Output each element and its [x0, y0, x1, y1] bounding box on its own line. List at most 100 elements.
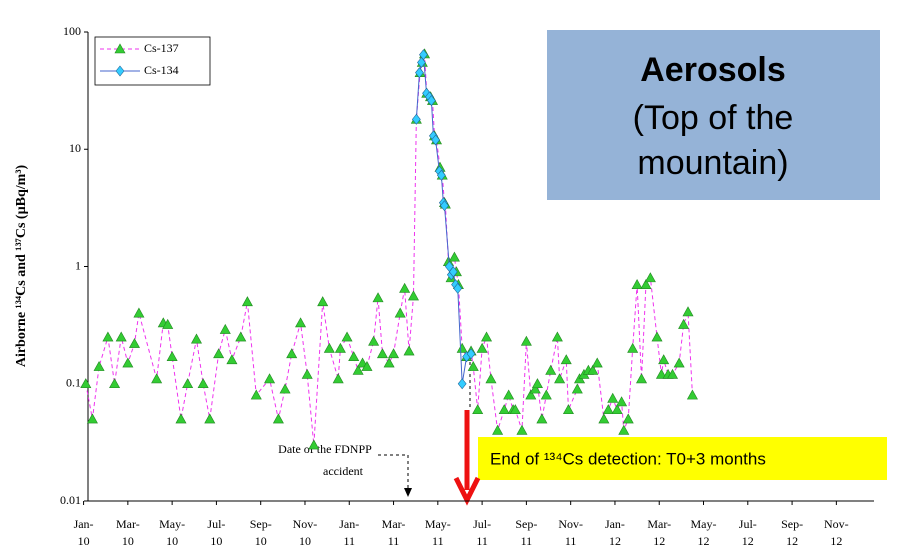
series-line	[415, 54, 472, 384]
marker	[618, 424, 630, 435]
marker	[636, 373, 648, 384]
marker	[411, 113, 421, 125]
marker	[525, 389, 537, 400]
x-tick-label-part: 11	[521, 534, 533, 548]
legend-box	[94, 36, 211, 86]
marker	[644, 272, 656, 283]
marker	[616, 396, 628, 407]
legend-marker	[114, 43, 126, 54]
marker	[80, 378, 92, 389]
x-tick-label-part: Jul-	[739, 517, 757, 531]
box-line: mountain)	[637, 144, 788, 182]
marker	[627, 342, 639, 353]
accident-arrow	[378, 454, 409, 490]
series-line	[85, 53, 693, 446]
x-tick-label: Sep- 11	[515, 517, 537, 548]
marker	[308, 439, 320, 450]
marker	[427, 95, 436, 107]
marker	[651, 331, 663, 342]
marker	[611, 404, 623, 415]
marker	[372, 292, 384, 303]
x-tick-label-part: Jan-	[605, 517, 625, 531]
marker	[440, 200, 449, 212]
marker	[631, 279, 643, 289]
marker	[332, 373, 344, 384]
marker	[682, 306, 694, 317]
marker	[686, 389, 698, 400]
marker	[301, 368, 313, 379]
marker	[133, 307, 145, 318]
x-tick-label-part: 10	[122, 534, 134, 548]
marker	[540, 389, 552, 400]
marker	[431, 134, 440, 146]
marker	[407, 290, 419, 301]
x-tick-label-part: Jan-	[74, 517, 94, 531]
marker	[509, 404, 521, 415]
marker	[667, 368, 679, 379]
marker	[554, 373, 566, 384]
marker	[166, 351, 178, 362]
y-tick-label: 0.1	[66, 376, 81, 390]
y-axis-label: Airborne ¹³⁴Cs and ¹³⁷Cs (µBq/m³)	[14, 164, 29, 367]
marker	[551, 331, 563, 342]
marker	[481, 331, 493, 342]
marker	[376, 348, 388, 359]
marker	[128, 337, 141, 348]
x-tick-label-part: 11	[432, 534, 444, 548]
x-tick-label-part: 10	[78, 534, 90, 548]
marker	[368, 335, 380, 346]
marker	[560, 354, 572, 365]
marker	[197, 378, 209, 389]
marker	[453, 282, 463, 294]
marker	[341, 331, 353, 342]
x-tick-label-part: Jul-	[207, 517, 225, 531]
x-tick-label-part: 12	[698, 534, 710, 548]
marker	[457, 378, 467, 390]
marker	[388, 348, 400, 359]
box-line: (Top of the	[633, 99, 794, 137]
annotation: Date of the FDNPP	[278, 442, 372, 456]
marker	[383, 357, 395, 368]
x-tick-label-part: Sep-	[515, 517, 537, 531]
marker	[352, 364, 364, 375]
marker	[529, 383, 541, 394]
marker	[122, 357, 134, 368]
x-tick-label: May- 11	[425, 517, 451, 548]
marker	[658, 354, 670, 365]
marker	[591, 357, 603, 368]
x-tick-label: Jan- 10	[74, 517, 94, 548]
y-tick-label: 100	[63, 24, 81, 38]
marker	[562, 404, 574, 415]
x-tick-label-part: 11	[476, 534, 488, 548]
x-tick-label-part: Mar-	[116, 517, 140, 531]
x-tick-label-part: 10	[299, 534, 311, 548]
marker	[323, 342, 335, 353]
marker	[498, 404, 510, 415]
legend-marker	[115, 65, 125, 77]
accident-arrowhead	[404, 488, 412, 497]
marker	[678, 318, 690, 329]
marker	[115, 331, 127, 342]
y-tick-label: 10	[69, 141, 81, 155]
marker	[279, 383, 291, 394]
marker	[516, 424, 528, 435]
marker	[673, 357, 685, 368]
x-tick-label: Jan- 11	[339, 517, 359, 548]
marker	[436, 169, 446, 181]
marker	[536, 413, 548, 424]
marker	[190, 333, 202, 344]
x-tick-label-part: Jan-	[339, 517, 359, 531]
legend-label: Cs-134	[144, 63, 179, 77]
marker	[348, 351, 360, 362]
x-tick-label-part: 11	[565, 534, 577, 548]
marker	[264, 373, 276, 384]
annotation: End of ¹³⁴Cs detection: T0+3 months	[490, 449, 766, 468]
marker	[295, 317, 307, 328]
x-tick-label-part: Jul-	[473, 517, 491, 531]
marker	[204, 413, 216, 424]
x-tick-label-part: 11	[388, 534, 400, 548]
x-tick-label-part: Nov-	[824, 517, 849, 531]
marker	[162, 318, 174, 329]
x-tick-label: Jul- 10	[207, 517, 225, 548]
